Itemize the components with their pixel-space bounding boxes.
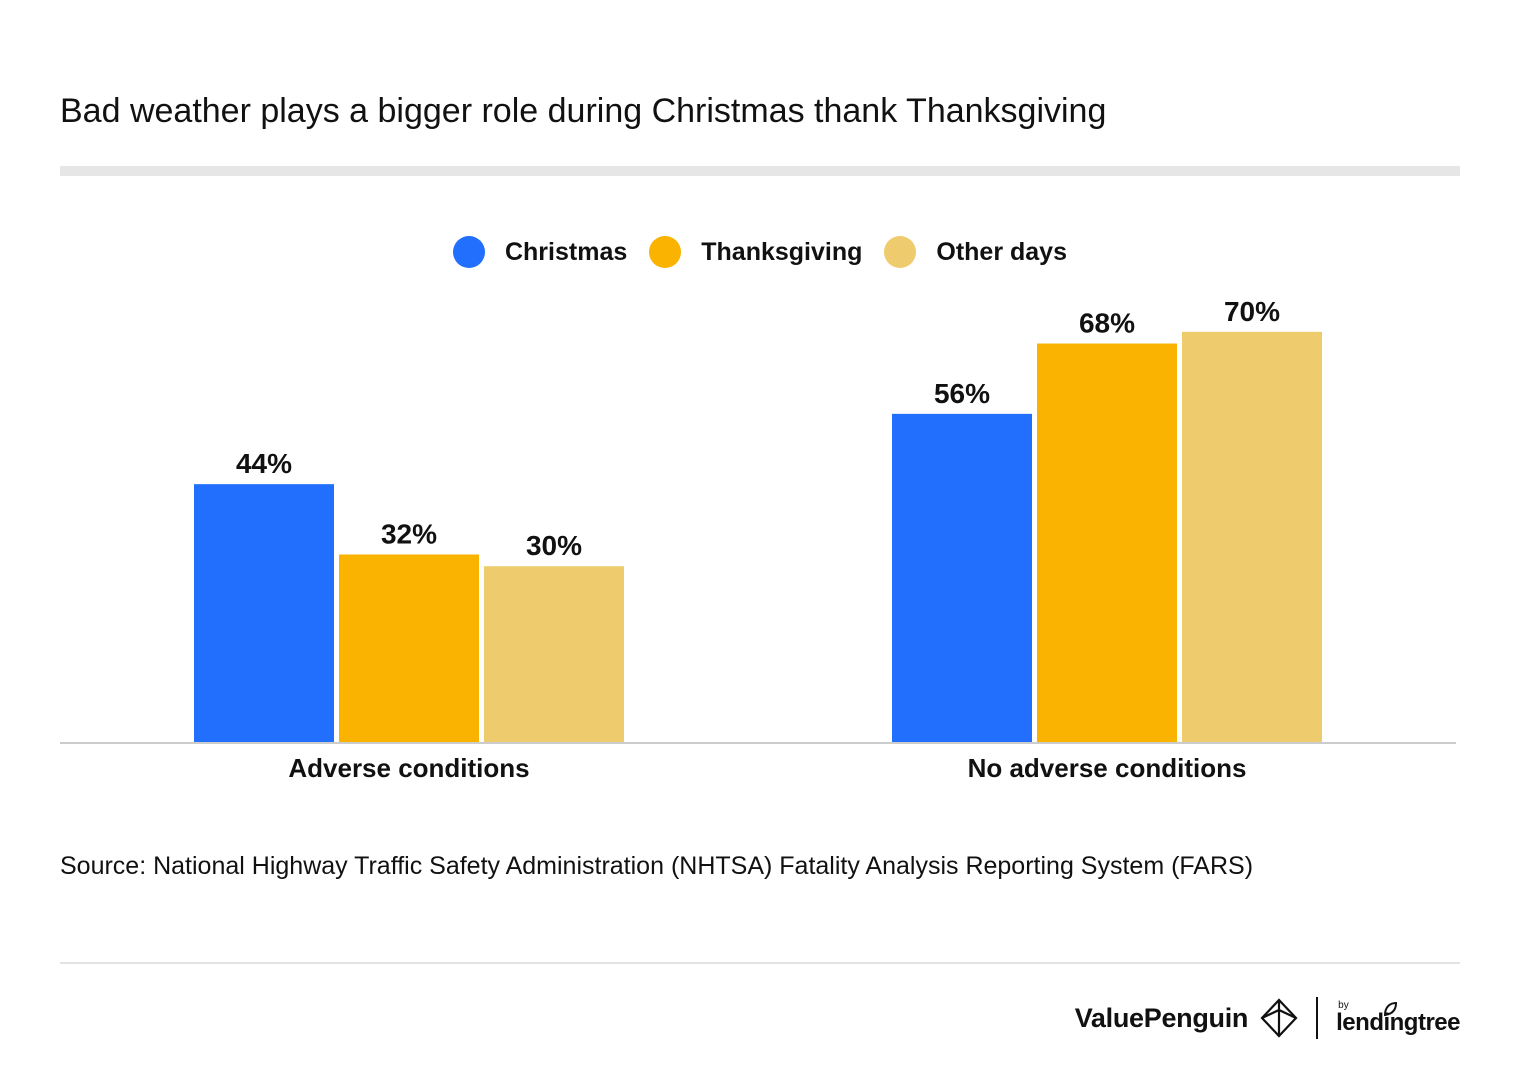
data-label-thanksgiving-adverse-conditions: 32% bbox=[381, 518, 437, 549]
bar-christmas-no-adverse-conditions bbox=[892, 413, 1032, 742]
bar-christmas-adverse-conditions bbox=[194, 484, 334, 742]
title-divider bbox=[60, 166, 1460, 176]
legend-label-christmas: Christmas bbox=[504, 237, 628, 266]
bar-other-days-adverse-conditions bbox=[484, 566, 624, 742]
legend-swatch-thanksgiving bbox=[649, 236, 682, 268]
data-label-thanksgiving-no-adverse-conditions: 68% bbox=[1079, 308, 1135, 339]
partner-name: lendingtree bbox=[1336, 1009, 1460, 1036]
legend-item-thanksgiving: Thanksgiving bbox=[649, 236, 862, 268]
partner-logo: by lendingtree bbox=[1336, 1001, 1460, 1035]
bar-thanksgiving-no-adverse-conditions bbox=[1037, 343, 1177, 742]
footer-divider bbox=[60, 962, 1460, 964]
penguin-diamond-icon bbox=[1260, 998, 1298, 1038]
x-tick-label-adverse-conditions: Adverse conditions bbox=[288, 753, 529, 783]
data-label-other-days-adverse-conditions: 30% bbox=[526, 530, 582, 561]
chart-title: Bad weather plays a bigger role during C… bbox=[60, 92, 1107, 130]
x-tick-label-no-adverse-conditions: No adverse conditions bbox=[968, 753, 1247, 783]
data-label-christmas-no-adverse-conditions: 56% bbox=[934, 378, 990, 409]
legend-swatch-other-days bbox=[884, 236, 917, 268]
legend-swatch-christmas bbox=[452, 236, 485, 268]
legend-label-thanksgiving: Thanksgiving bbox=[701, 237, 863, 266]
legend-item-christmas: Christmas bbox=[452, 236, 628, 268]
brand-logo: ValuePenguin by lendingtree bbox=[1075, 990, 1460, 1046]
bar-thanksgiving-adverse-conditions bbox=[339, 554, 479, 742]
leaf-icon bbox=[1384, 1001, 1398, 1017]
data-label-christmas-adverse-conditions: 44% bbox=[236, 448, 292, 479]
data-label-other-days-no-adverse-conditions: 70% bbox=[1224, 296, 1280, 327]
partner-by: by bbox=[1338, 1000, 1349, 1011]
bar-other-days-no-adverse-conditions bbox=[1182, 331, 1322, 742]
brand-name: ValuePenguin bbox=[1074, 1002, 1249, 1033]
legend: Christmas Thanksgiving Other days bbox=[0, 232, 1520, 272]
legend-item-other-days: Other days bbox=[884, 236, 1067, 268]
source-note: Source: National Highway Traffic Safety … bbox=[60, 852, 1254, 880]
legend-label-other-days: Other days bbox=[936, 237, 1067, 266]
bar-chart: 44% 32% 30% Adverse conditions 56% 68% 70% No a… bbox=[60, 296, 1456, 783]
brand-divider bbox=[1316, 997, 1319, 1039]
